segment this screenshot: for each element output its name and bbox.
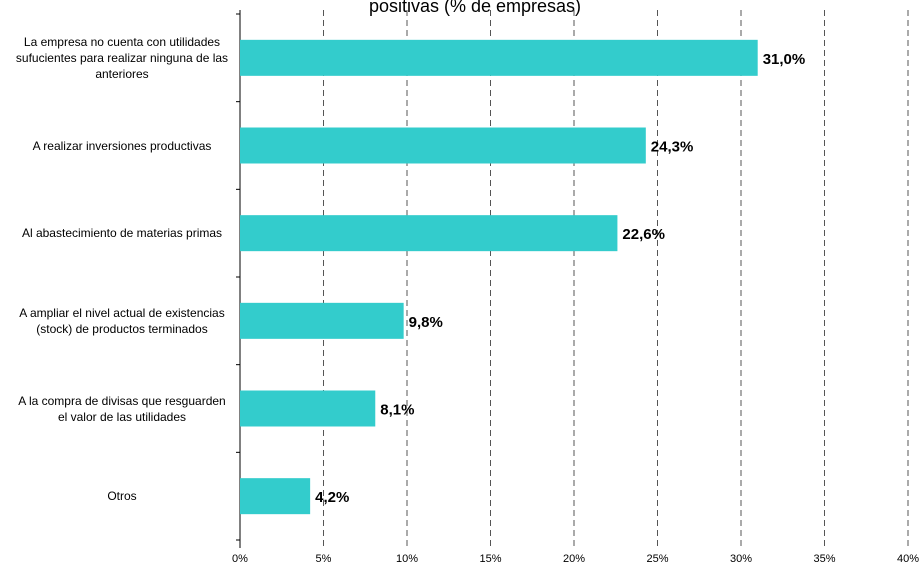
x-tick-label: 40% — [897, 553, 919, 565]
bar — [240, 127, 646, 164]
value-label: 4,2% — [315, 489, 349, 506]
bar — [240, 390, 376, 427]
value-label: 24,3% — [651, 139, 694, 156]
x-tick-label: 25% — [646, 553, 668, 565]
value-label: 9,8% — [409, 314, 443, 331]
x-tick-label: 10% — [396, 553, 418, 565]
y-tick-label: A realizar inversiones productivas — [32, 138, 212, 153]
y-tick-label: A ampliar el nivel actual de existencias… — [19, 305, 225, 336]
x-tick-label: 20% — [563, 553, 585, 565]
x-tick-label: 15% — [479, 553, 501, 565]
x-tick-label: 5% — [316, 553, 332, 565]
value-label: 22,6% — [622, 226, 665, 243]
bar — [240, 215, 618, 252]
y-tick-label: Otros — [107, 489, 137, 504]
value-label: 31,0% — [763, 51, 806, 68]
y-tick-label: La empresa no cuenta con utilidades sufu… — [15, 34, 229, 81]
value-label: 8,1% — [380, 402, 414, 419]
chart-title: positivas (% de empresas) — [369, 0, 581, 16]
bar — [240, 39, 758, 76]
y-tick-label: Al abastecimiento de materias primas — [21, 226, 223, 241]
bar — [240, 478, 311, 515]
bar — [240, 302, 404, 339]
x-tick-label: 0% — [232, 553, 248, 565]
x-tick-label: 30% — [730, 553, 752, 565]
y-tick-label: A la compra de divisas que resguarden el… — [18, 393, 226, 424]
x-tick-label: 35% — [813, 553, 835, 565]
